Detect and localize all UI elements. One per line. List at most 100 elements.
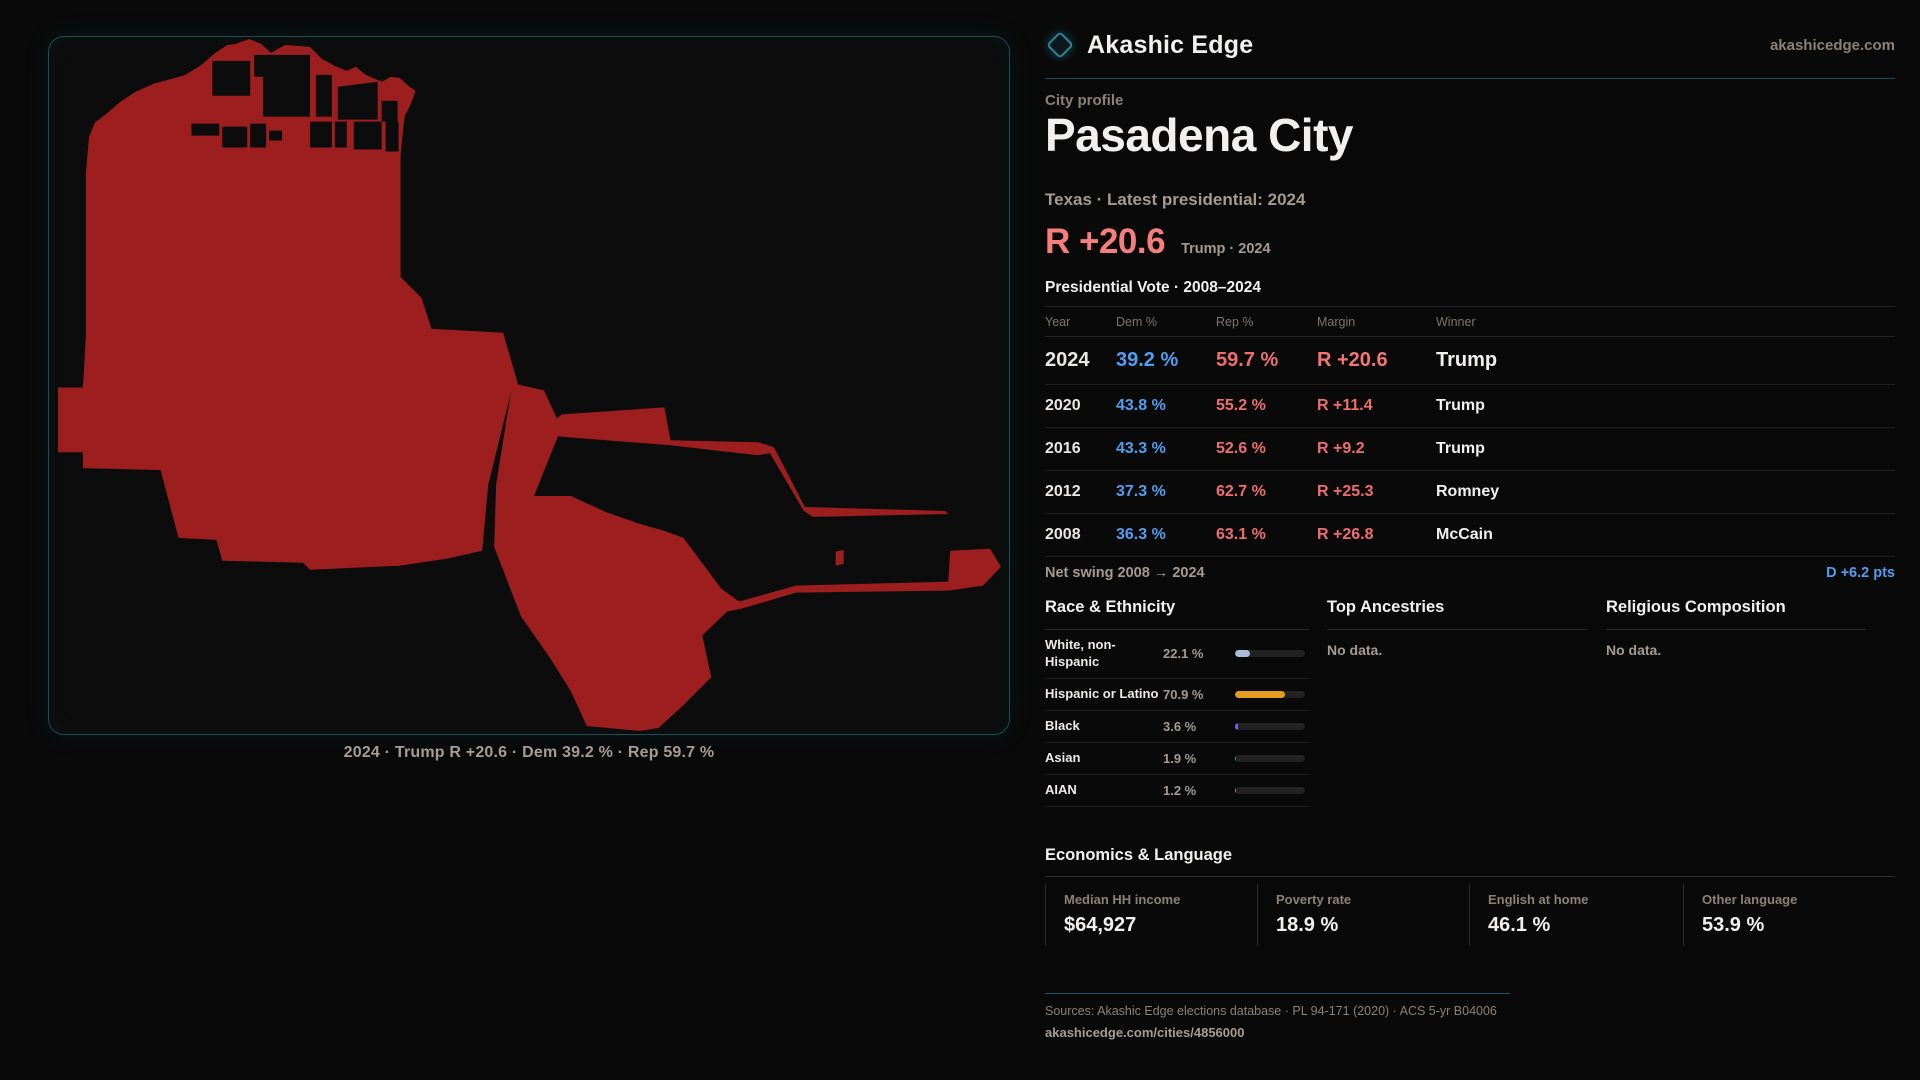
stat-value: 53.9 %: [1702, 914, 1765, 936]
brand-name: Akashic Edge: [1087, 30, 1254, 59]
city-boundary-map: [58, 38, 1001, 732]
stat-value: $64,927: [1064, 914, 1137, 936]
stat-value: 18.9 %: [1276, 914, 1339, 936]
cell-margin: R +20.6: [1317, 349, 1388, 371]
race-bar: [1235, 690, 1305, 698]
race-value: 1.2 %: [1163, 782, 1197, 798]
cell-winner: Trump: [1436, 349, 1498, 371]
race-label: Hispanic or Latino: [1045, 685, 1159, 701]
net-swing-value: D +6.2 pts: [1826, 565, 1895, 581]
race-label: Asian: [1045, 749, 1081, 765]
race-bar: [1235, 786, 1305, 794]
cell-rep: 59.7 %: [1216, 349, 1279, 371]
race-value: 3.6 %: [1163, 718, 1197, 734]
stat-cell: Median HH income $64,927: [1045, 884, 1257, 946]
race-value: 1.9 %: [1163, 750, 1197, 766]
stat-label: Median HH income: [1064, 892, 1181, 907]
table-title: Presidential Vote · 2008–2024: [1045, 279, 1261, 296]
cell-margin: R +9.2: [1317, 440, 1365, 457]
election-table: Year Dem % Rep % Margin Winner 2024 39.2 % 59.…: [1045, 306, 1895, 557]
section-title: Religious Composition: [1606, 598, 1866, 630]
no-data-text: No data.: [1327, 642, 1383, 658]
race-label: AIAN: [1045, 781, 1077, 797]
section-race-ethnicity: Race & Ethnicity White, non-Hispanic 22.1…: [1045, 598, 1309, 807]
cell-margin: R +26.8: [1317, 526, 1374, 543]
permalink[interactable]: akashicedge.com/cities/4856000: [1045, 1025, 1245, 1040]
map-caption: 2024 · Trump R +20.6 · Dem 39.2 % · Rep …: [343, 744, 715, 761]
cell-rep: 55.2 %: [1216, 397, 1266, 414]
stat-cell: Poverty rate 18.9 %: [1257, 884, 1469, 946]
table-header-row: Year Dem % Rep % Margin Winner: [1045, 306, 1895, 337]
headline-margin-row: R +20.6 Trump · 2024: [1045, 222, 1271, 262]
diamond-logo-icon: [1047, 32, 1073, 58]
table-row: 2024 39.2 % 59.7 % R +20.6 Trump: [1045, 337, 1895, 385]
stat-label: Other language: [1702, 892, 1798, 907]
race-bar: [1235, 754, 1305, 762]
column-header: Rep %: [1216, 314, 1254, 329]
column-header: Winner: [1436, 314, 1476, 329]
race-label: Black: [1045, 717, 1080, 733]
footer-divider: [1045, 993, 1510, 994]
cell-year: 2016: [1045, 440, 1081, 457]
cell-dem: 36.3 %: [1116, 526, 1166, 543]
table-row: 2008 36.3 % 63.1 % R +26.8 McCain: [1045, 514, 1895, 557]
section-economics-language: Economics & Language: [1045, 846, 1895, 877]
cell-rep: 62.7 %: [1216, 483, 1266, 500]
stat-value: 46.1 %: [1488, 914, 1551, 936]
section-title: Top Ancestries: [1327, 598, 1587, 630]
header: Akashic Edge akashicedge.com: [1045, 0, 1895, 79]
net-swing-row: Net swing 2008 → 2024 D +6.2 pts: [1045, 565, 1895, 581]
race-bar: [1235, 650, 1305, 658]
sources-text: Sources: Akashic Edge elections database…: [1045, 1004, 1497, 1018]
section-top-ancestries: Top Ancestries No data.: [1327, 598, 1587, 658]
city-map-panel[interactable]: [48, 36, 1010, 735]
no-data-text: No data.: [1606, 642, 1662, 658]
race-bar: [1235, 722, 1305, 730]
race-row: Asian 1.9 %: [1045, 743, 1309, 775]
race-row: White, non-Hispanic 22.1 %: [1045, 630, 1309, 679]
cell-year: 2008: [1045, 526, 1081, 543]
subtitle: Texas · Latest presidential: 2024: [1045, 190, 1306, 209]
table-row: 2016 43.3 % 52.6 % R +9.2 Trump: [1045, 428, 1895, 471]
cell-rep: 63.1 %: [1216, 526, 1266, 543]
race-label: White, non-Hispanic: [1045, 637, 1116, 669]
cell-dem: 43.3 %: [1116, 440, 1166, 457]
cell-rep: 52.6 %: [1216, 440, 1266, 457]
cell-winner: Romney: [1436, 483, 1500, 500]
cell-year: 2020: [1045, 397, 1081, 414]
cell-margin: R +25.3: [1317, 483, 1374, 500]
cell-winner: McCain: [1436, 526, 1493, 543]
economics-stats: Median HH income $64,927 Poverty rate 18.9 …: [1045, 884, 1895, 946]
net-swing-label: Net swing 2008 → 2024: [1045, 565, 1205, 581]
table-row: 2020 43.8 % 55.2 % R +11.4 Trump: [1045, 385, 1895, 428]
race-row: Black 3.6 %: [1045, 711, 1309, 743]
stat-cell: English at home 46.1 %: [1469, 884, 1683, 946]
stat-label: English at home: [1488, 892, 1589, 907]
column-header: Year: [1045, 314, 1071, 329]
brand-domain-link[interactable]: akashicedge.com: [1769, 36, 1895, 54]
page-title: Pasadena City: [1045, 109, 1353, 161]
race-row: Hispanic or Latino 70.9 %: [1045, 679, 1309, 711]
headline-margin: R +20.6: [1045, 222, 1166, 261]
cell-margin: R +11.4: [1317, 397, 1373, 414]
race-row: AIAN 1.2 %: [1045, 775, 1309, 807]
cell-winner: Trump: [1436, 397, 1485, 414]
cell-year: 2012: [1045, 483, 1081, 500]
stat-cell: Other language 53.9 %: [1683, 884, 1895, 946]
city-profile-pane: Akashic Edge akashicedge.com City profil…: [1045, 0, 1895, 1080]
cell-dem: 39.2 %: [1116, 349, 1179, 371]
race-value: 22.1 %: [1163, 646, 1204, 662]
column-header: Margin: [1317, 314, 1356, 329]
cell-winner: Trump: [1436, 440, 1485, 457]
table-row: 2012 37.3 % 62.7 % R +25.3 Romney: [1045, 471, 1895, 514]
race-value: 70.9 %: [1163, 686, 1204, 702]
stat-label: Poverty rate: [1276, 892, 1352, 907]
section-religious-composition: Religious Composition No data.: [1606, 598, 1866, 658]
column-header: Dem %: [1116, 314, 1157, 329]
headline-context: Trump · 2024: [1181, 241, 1271, 257]
cell-year: 2024: [1045, 349, 1090, 371]
cell-dem: 43.8 %: [1116, 397, 1166, 414]
kicker: City profile: [1045, 92, 1124, 109]
cell-dem: 37.3 %: [1116, 483, 1166, 500]
section-title: Race & Ethnicity: [1045, 598, 1309, 630]
